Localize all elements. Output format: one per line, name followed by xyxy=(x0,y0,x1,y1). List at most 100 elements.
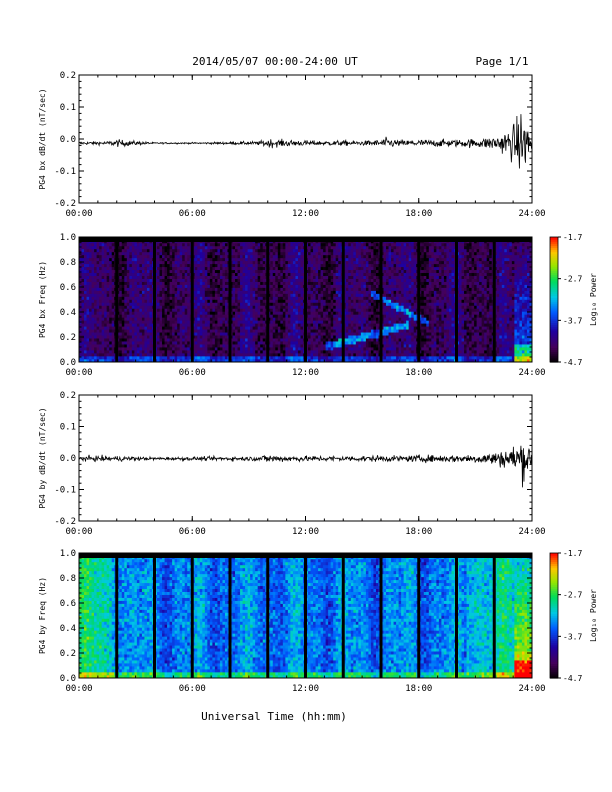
spectrogram-cell xyxy=(136,332,140,336)
spectrogram-cell xyxy=(84,329,87,333)
spectrogram-cell xyxy=(272,317,276,321)
spectrogram-cell xyxy=(260,251,264,256)
spectrogram-cell xyxy=(129,272,133,276)
spectrogram-cell xyxy=(157,323,160,327)
spectrogram-cell xyxy=(328,281,331,285)
spectrogram-cell xyxy=(297,317,301,321)
spectrogram-cell xyxy=(184,326,188,330)
spectrogram-cell xyxy=(99,305,102,309)
spectrogram-cell xyxy=(237,350,241,354)
spectrogram-cell xyxy=(350,326,354,330)
spectrogram-cell xyxy=(204,296,208,300)
spectrogram-cell xyxy=(84,323,87,327)
spectrogram-cell xyxy=(172,308,175,312)
spectrogram-cell xyxy=(139,323,143,327)
spectrogram-cell xyxy=(308,275,311,279)
spectrogram-cell xyxy=(169,311,173,315)
spectrogram-cell xyxy=(119,308,123,312)
spectrogram-cell xyxy=(260,293,264,297)
spectrogram-cell xyxy=(323,335,326,339)
spectrogram-cell xyxy=(121,284,125,288)
spectrogram-cell xyxy=(320,296,324,300)
spectrogram-cell xyxy=(262,245,266,250)
spectrogram-cell xyxy=(338,248,342,253)
spectrogram-cell xyxy=(285,284,289,288)
spectrogram-cell xyxy=(257,266,261,271)
spectrogram-cell xyxy=(240,260,243,265)
spectrogram-cell xyxy=(290,305,294,309)
spectrogram-cell xyxy=(358,326,362,330)
spectrogram-cell xyxy=(184,269,188,274)
spectrogram-cell xyxy=(245,251,248,256)
spectrogram-cell xyxy=(136,326,140,330)
spectrogram-cell xyxy=(101,308,105,312)
spectrogram-cell xyxy=(328,278,331,282)
spectrogram-cell xyxy=(292,251,296,256)
spectrogram-cell xyxy=(177,248,180,253)
spectrogram-cell xyxy=(219,248,223,253)
spectrogram-cell xyxy=(310,320,314,324)
spectrogram-cell xyxy=(217,296,221,300)
spectrogram-cell xyxy=(157,338,160,342)
spectrogram-cell xyxy=(295,293,299,297)
spectrogram-cell xyxy=(237,317,241,321)
spectrogram-cell xyxy=(250,254,253,259)
spectrogram-cell xyxy=(104,305,107,309)
spectrogram-cell xyxy=(124,281,128,285)
spectrogram-cell xyxy=(323,338,326,342)
spectrogram-cell xyxy=(141,320,145,324)
spectrogram-cell xyxy=(84,290,87,294)
spectrogram-cell xyxy=(333,326,336,330)
spectrogram-cell xyxy=(134,293,138,297)
spectrogram-cell xyxy=(350,347,354,351)
spectrogram-cell xyxy=(275,284,279,288)
spectrogram-cell xyxy=(84,245,87,250)
spectrogram-cell xyxy=(255,260,258,265)
spectrogram-cell xyxy=(323,350,326,354)
spectrogram-cell xyxy=(320,263,324,268)
spectrogram-cell xyxy=(275,347,279,351)
spectrogram-cell xyxy=(159,350,163,354)
spectrogram-cell xyxy=(358,254,362,259)
spectrogram-cell xyxy=(84,326,87,330)
spectrogram-cell xyxy=(182,320,185,324)
spectrogram-cell xyxy=(197,314,201,318)
spectrogram-cell xyxy=(318,332,321,336)
spectrogram-cell xyxy=(262,254,266,259)
spectrogram-cell xyxy=(287,248,291,253)
spectrogram-cell xyxy=(81,278,85,282)
spectrogram-cell xyxy=(124,266,128,271)
spectrogram-cell xyxy=(240,323,243,327)
spectrogram-cell xyxy=(333,359,336,363)
spectrogram-cell xyxy=(313,308,316,312)
spectrogram-cell xyxy=(270,275,274,279)
spectrogram-cell xyxy=(96,305,100,309)
spectrogram-cell xyxy=(310,326,314,330)
spectrogram-cell xyxy=(209,314,213,318)
spectrogram-cell xyxy=(247,296,251,300)
spectrogram-cell xyxy=(277,329,281,333)
spectrogram-cell xyxy=(94,242,97,247)
spectrogram-cell xyxy=(245,323,248,327)
spectrogram-cell xyxy=(96,311,100,315)
spectrogram-cell xyxy=(164,272,168,276)
spectrogram-cell xyxy=(187,353,191,357)
spectrogram-cell xyxy=(126,287,130,291)
spectrogram-cell xyxy=(308,299,311,303)
spectrogram-cell xyxy=(157,344,160,348)
spectrogram-cell xyxy=(212,308,216,312)
spectrogram-cell xyxy=(285,299,289,303)
spectrogram-cell xyxy=(84,260,87,265)
spectrogram-cell xyxy=(325,296,329,300)
spectrogram-cell xyxy=(285,242,289,247)
spectrogram-cell xyxy=(320,293,324,297)
spectrogram-cell xyxy=(162,248,165,253)
spectrogram-cell xyxy=(86,314,90,318)
spectrogram-cell xyxy=(184,272,188,276)
spectrogram-cell xyxy=(81,296,85,300)
spectrogram-cell xyxy=(197,254,201,259)
spectrogram-cell xyxy=(144,332,148,336)
spectrogram-cell xyxy=(182,341,185,345)
spectrogram-cell xyxy=(139,272,143,276)
spectrogram-cell xyxy=(335,311,339,315)
